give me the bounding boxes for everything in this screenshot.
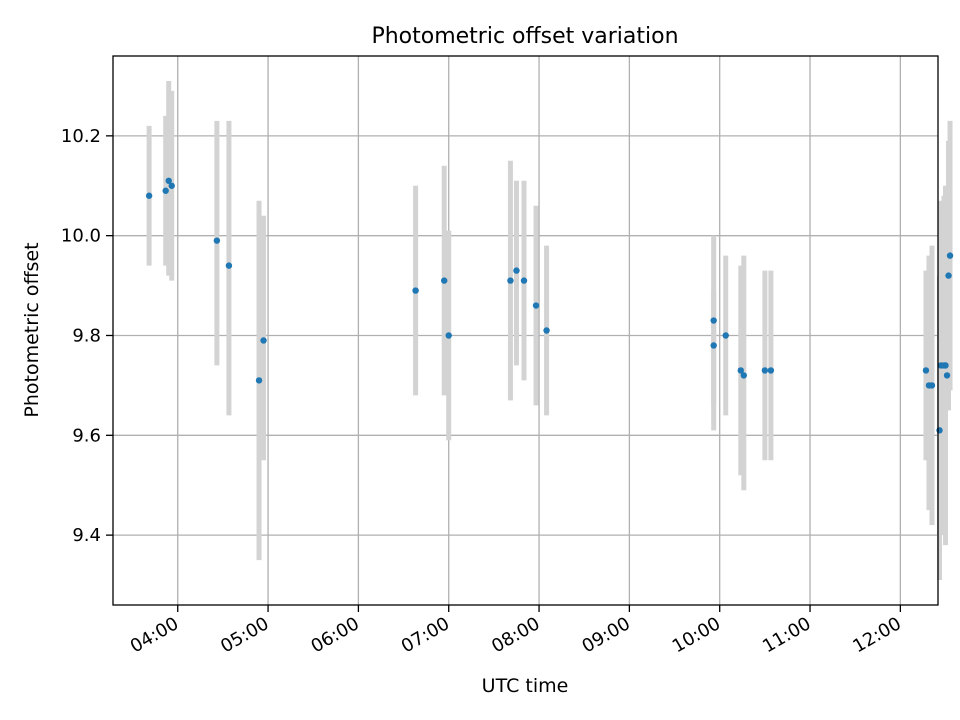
- y-tick-label: 9.4: [72, 525, 101, 546]
- data-point: [740, 372, 747, 379]
- y-tick-label: 10.0: [61, 226, 101, 247]
- data-point: [532, 302, 540, 309]
- data-point: [943, 372, 951, 379]
- data-point: [507, 277, 514, 284]
- data-point: [936, 427, 943, 434]
- data-point: [942, 362, 949, 369]
- data-point: [928, 382, 936, 389]
- y-axis: 9.4 9.6 9.8 10.0 10.2: [61, 126, 113, 546]
- data-point: [520, 277, 528, 284]
- data-points: [145, 177, 954, 434]
- data-point: [213, 237, 221, 244]
- data-point: [260, 337, 267, 344]
- data-point: [255, 377, 263, 384]
- data-point: [145, 192, 153, 199]
- data-point: [412, 287, 419, 294]
- x-axis-label: UTC time: [482, 675, 569, 697]
- y-tick-label: 9.8: [72, 325, 101, 346]
- chart-title: Photometric offset variation: [371, 24, 678, 49]
- data-point: [441, 277, 448, 284]
- data-point: [710, 317, 717, 324]
- plot-frame: [112, 55, 939, 606]
- data-point: [737, 367, 744, 374]
- data-point: [543, 327, 550, 334]
- data-point: [767, 367, 775, 374]
- y-axis-label: Photometric offset: [21, 242, 43, 417]
- data-point: [761, 367, 769, 374]
- data-point: [513, 267, 520, 274]
- data-point: [722, 332, 729, 339]
- data-point: [922, 367, 930, 374]
- data-point: [946, 252, 954, 259]
- data-point: [710, 342, 717, 349]
- data-point: [162, 187, 169, 194]
- data-point: [168, 182, 175, 189]
- y-tick-label: 10.2: [61, 126, 101, 147]
- data-point: [445, 332, 452, 339]
- y-tick-label: 9.6: [72, 425, 101, 446]
- data-point: [945, 272, 952, 279]
- data-point: [165, 177, 172, 184]
- data-point: [225, 262, 233, 269]
